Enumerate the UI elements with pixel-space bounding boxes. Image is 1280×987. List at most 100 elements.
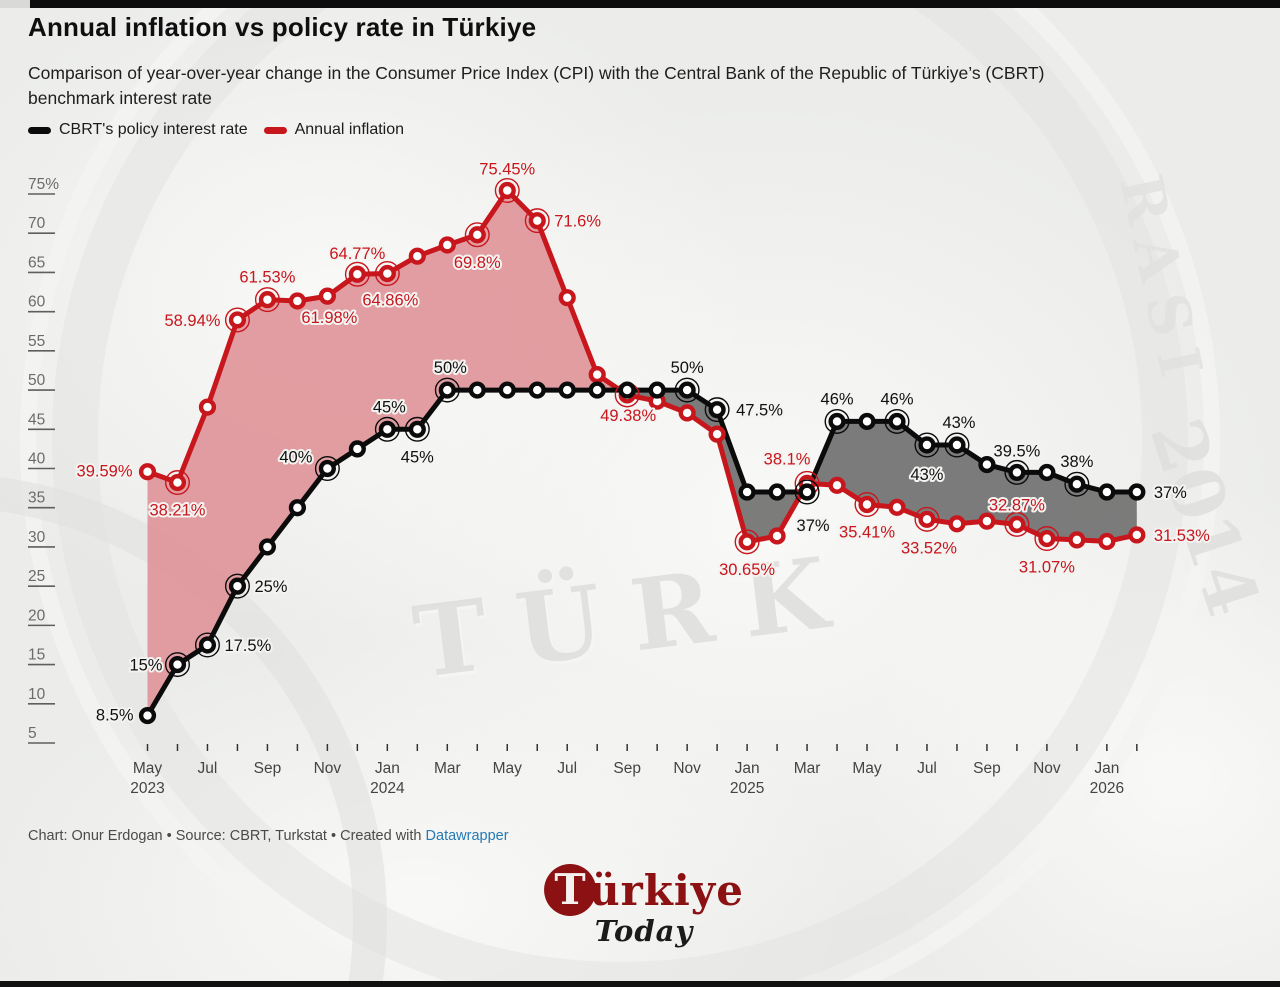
- policy-rate-line: [145, 387, 1140, 719]
- highlight-ring: [164, 470, 190, 496]
- highlight-ring: [164, 652, 190, 678]
- data-point: [288, 292, 307, 310]
- x-tick-label: Sep: [254, 760, 282, 777]
- x-tick-label: Sep: [973, 760, 1001, 777]
- data-point: [708, 425, 726, 443]
- data-point: [438, 236, 456, 254]
- data-point: [378, 420, 396, 438]
- data-point: [228, 577, 247, 595]
- policy-above-area: [620, 390, 803, 542]
- x-tick-label: Jul: [198, 760, 218, 777]
- logo-t-disc: T: [544, 864, 597, 916]
- inflation-value-label: 69.8%: [454, 254, 501, 272]
- x-tick-year-label: 2026: [1090, 780, 1124, 797]
- highlight-ring: [884, 408, 910, 434]
- policy-value-label: 45%: [373, 398, 406, 416]
- data-point: [558, 289, 576, 307]
- highlight-ring: [224, 307, 250, 333]
- data-point: [1128, 483, 1146, 501]
- inflation-value-label: 71.6%: [554, 213, 601, 231]
- data-point: [1098, 532, 1116, 551]
- footer-text: Chart: Onur Erdogan • Source: CBRT, Turk…: [28, 828, 426, 844]
- x-tick-label: Nov: [1033, 760, 1061, 777]
- data-point: [738, 533, 756, 551]
- data-point: [258, 538, 277, 556]
- highlight-ring: [944, 432, 970, 458]
- highlight-ring: [1034, 526, 1060, 552]
- data-point: [498, 381, 516, 399]
- data-point: [468, 381, 486, 399]
- legend-label-policy: CBRT's policy interest rate: [59, 121, 248, 138]
- inflation-value-label: 35.41%: [839, 524, 895, 542]
- highlight-ring: [374, 261, 400, 287]
- data-point: [408, 247, 426, 265]
- y-tick-label: 35: [28, 490, 45, 507]
- inflation-value-label: 75.45%: [479, 160, 535, 178]
- inflation-value-label: 38.21%: [149, 502, 205, 520]
- y-tick-label: 75%: [28, 176, 59, 193]
- y-axis: 75% 70 65 60 55 50 45 40 35 30 25 20 15 10 5: [28, 176, 59, 744]
- policy-line-swatch: [28, 126, 51, 134]
- y-tick-label: 55: [28, 333, 45, 350]
- data-point: [1038, 463, 1056, 482]
- x-tick-year-label: 2023: [130, 780, 164, 797]
- data-point: [318, 459, 336, 478]
- policy-value-label: 37%: [1154, 484, 1187, 502]
- data-point: [558, 381, 576, 399]
- inflation-line: [145, 188, 1140, 545]
- policy-value-label: 47.5%: [736, 402, 783, 420]
- x-tick-label: May: [493, 760, 523, 777]
- highlight-ring: [524, 208, 550, 234]
- highlight-ring: [1064, 471, 1090, 497]
- data-point: [888, 412, 906, 431]
- highlight-ring: [704, 397, 730, 423]
- data-point: [468, 226, 486, 244]
- bottom-border-bar: [0, 981, 1280, 987]
- data-point: [138, 463, 157, 481]
- data-point: [1038, 529, 1056, 548]
- data-point: [768, 483, 786, 501]
- data-point: [348, 265, 366, 283]
- data-point: [768, 527, 786, 545]
- policy-value-label: 45%: [401, 448, 434, 466]
- legend-label-inflation: Annual inflation: [294, 121, 405, 138]
- x-tick-label: Mar: [794, 760, 821, 777]
- highlight-ring: [374, 416, 400, 442]
- y-tick-label: 50: [28, 372, 46, 389]
- data-point: [978, 455, 996, 474]
- highlight-ring: [824, 408, 850, 434]
- data-point: [948, 515, 966, 533]
- y-tick-label: 60: [28, 294, 46, 311]
- data-point: [678, 381, 696, 399]
- policy-value-label: 43%: [910, 466, 943, 484]
- highlight-ring: [254, 287, 280, 313]
- data-point: [1008, 515, 1026, 534]
- x-tick-label: Nov: [314, 760, 342, 777]
- x-tick-year-label: 2025: [730, 780, 764, 797]
- highlight-ring: [344, 261, 370, 287]
- data-point: [858, 495, 876, 514]
- data-point: [438, 381, 456, 399]
- data-point: [168, 473, 187, 492]
- data-point: [828, 476, 846, 494]
- data-point: [228, 311, 247, 329]
- policy-rate-line-markers: [138, 377, 1146, 725]
- policy-value-label: 43%: [942, 414, 975, 432]
- inflation-value-label: 31.53%: [1154, 527, 1210, 545]
- data-point: [978, 512, 996, 530]
- x-tick-label: Jan: [735, 760, 760, 777]
- inflation-value-label: 64.77%: [329, 245, 385, 263]
- data-point: [1098, 483, 1116, 501]
- y-tick-label: 70: [28, 215, 46, 232]
- data-point: [918, 510, 936, 528]
- inflation-value-label: 39.59%: [77, 463, 133, 481]
- data-point: [528, 212, 546, 230]
- x-tick-label: Jan: [375, 760, 400, 777]
- data-point: [198, 636, 217, 654]
- x-tick-label: Sep: [613, 760, 641, 777]
- data-point: [708, 401, 726, 419]
- page-title: Annual inflation vs policy rate in Türki…: [28, 12, 537, 42]
- datawrapper-link[interactable]: Datawrapper: [425, 828, 509, 844]
- data-point: [798, 483, 816, 501]
